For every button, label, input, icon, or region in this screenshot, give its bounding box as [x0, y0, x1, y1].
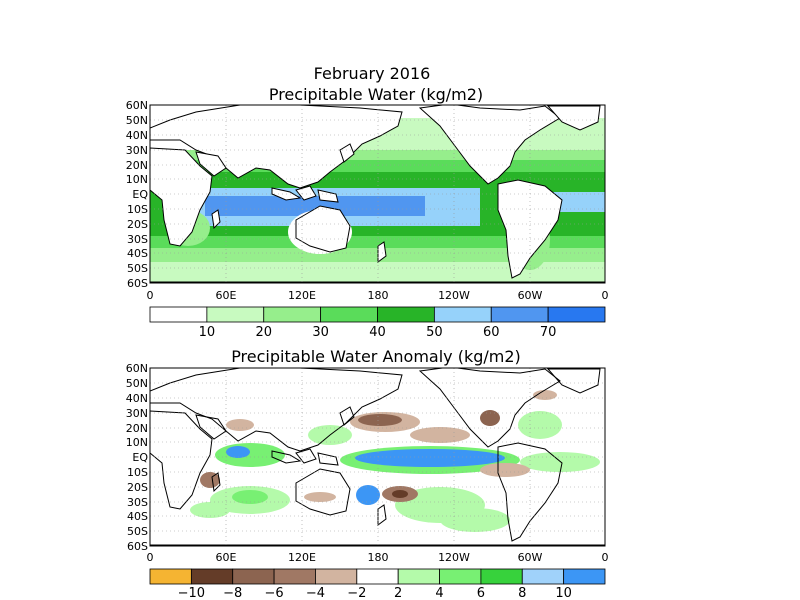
panel-1-field — [150, 105, 605, 283]
colorbar-swatch — [315, 568, 358, 585]
colorbar-swatch — [356, 568, 399, 585]
lon-label: 120W — [438, 551, 470, 564]
lat-label: 10N — [126, 173, 148, 186]
colorbar-label: −4 — [306, 586, 325, 600]
colorbar-label: 50 — [426, 325, 443, 340]
lat-label: 20N — [126, 159, 148, 172]
lon-label: 0 — [602, 289, 609, 302]
lat-label: 10S — [127, 203, 148, 216]
lat-label: 30N — [126, 144, 148, 157]
colorbar-label: 10 — [199, 325, 216, 340]
colorbar-label: −8 — [223, 586, 242, 600]
colorbar-swatch — [320, 306, 378, 323]
lon-label: 180 — [368, 289, 389, 302]
lat-label: 40N — [126, 129, 148, 142]
colorbar-swatch — [149, 306, 208, 323]
colorbar-swatch — [490, 306, 549, 323]
colorbar-label: 20 — [255, 325, 272, 340]
lon-label: 60W — [518, 551, 543, 564]
lat-label: 60N — [126, 362, 148, 375]
colorbar-swatch — [206, 306, 265, 323]
lat-label: 30S — [127, 233, 148, 246]
lon-label: 0 — [602, 551, 609, 564]
colorbar-label: 40 — [369, 325, 386, 340]
colorbar-swatch — [149, 568, 192, 585]
colorbar-swatch — [377, 306, 435, 323]
colorbar-swatch — [547, 306, 606, 323]
colorbar-swatch — [190, 568, 234, 585]
colorbar-label: 60 — [483, 325, 500, 340]
lat-label: 50S — [127, 262, 148, 275]
panel-2-field — [150, 368, 605, 546]
colorbar-swatch — [232, 568, 275, 585]
lat-label: 40S — [127, 510, 148, 523]
lat-label: 20N — [126, 422, 148, 435]
panel-1-lon-labels: 0 60E 120E 180 120W 60W 0 — [147, 289, 609, 302]
lat-label: 30N — [126, 407, 148, 420]
colorbar-swatch — [563, 568, 606, 585]
lat-label: 50N — [126, 114, 148, 127]
panel-2-map: 60N 50N 40N 30N 20N 10N EQ 10S 20S 30S 4… — [126, 362, 609, 564]
lon-label: 120E — [288, 289, 316, 302]
colorbar-label: −2 — [347, 586, 366, 600]
colorbar-label: 2 — [394, 586, 402, 600]
lat-label: 60N — [126, 99, 148, 112]
lat-label: 40S — [127, 247, 148, 260]
colorbar-swatch — [263, 306, 322, 323]
figure-title: February 2016 — [314, 64, 431, 83]
panel-1-lat-labels: 60N 50N 40N 30N 20N 10N EQ 10S 20S 30S 4… — [126, 99, 149, 290]
colorbar-swatch — [397, 568, 440, 585]
lat-label: 10S — [127, 466, 148, 479]
colorbar-label: 4 — [435, 586, 443, 600]
colorbar-label: −6 — [265, 586, 284, 600]
panel-2-lon-labels: 0 60E 120E 180 120W 60W 0 — [147, 551, 609, 564]
panel-2-title: Precipitable Water Anomaly (kg/m2) — [231, 347, 521, 366]
lat-label: EQ — [132, 188, 148, 201]
panel-1-map: 60N 50N 40N 30N 20N 10N EQ 10S 20S 30S 4… — [126, 99, 609, 302]
panel-1-title: Precipitable Water (kg/m2) — [269, 85, 483, 104]
colorbar-swatch — [521, 568, 565, 585]
lat-label: 20S — [127, 218, 148, 231]
lat-label: 50S — [127, 525, 148, 538]
colorbar-swatch — [433, 306, 492, 323]
panel-2-gridlines — [150, 368, 605, 546]
lon-label: 60W — [518, 289, 543, 302]
lon-label: 0 — [147, 289, 154, 302]
lat-label: 50N — [126, 377, 148, 390]
colorbar-swatch — [480, 568, 523, 585]
lat-label: 40N — [126, 392, 148, 405]
lon-label: 120E — [288, 551, 316, 564]
lat-label: 20S — [127, 481, 148, 494]
lat-label: 60S — [127, 277, 148, 290]
colorbar-swatch — [273, 568, 316, 585]
colorbar-total: 10 20 30 40 50 60 70 — [149, 306, 606, 340]
colorbar-label: 8 — [518, 586, 526, 600]
lon-label: 180 — [368, 551, 389, 564]
colorbar-label: 70 — [540, 325, 557, 340]
colorbar-label: 6 — [477, 586, 485, 600]
panel-2-lat-labels: 60N 50N 40N 30N 20N 10N EQ 10S 20S 30S 4… — [126, 362, 149, 553]
lat-label: 10N — [126, 436, 148, 449]
lon-label: 120W — [438, 289, 470, 302]
colorbar-label: 10 — [555, 586, 572, 600]
lon-label: 60E — [216, 289, 237, 302]
lon-label: 0 — [147, 551, 154, 564]
lat-label: EQ — [132, 451, 148, 464]
colorbar-anomaly: −10 −8 −6 −4 −2 2 4 6 8 10 — [149, 568, 606, 600]
lon-label: 60E — [216, 551, 237, 564]
colorbar-swatch — [439, 568, 482, 585]
colorbar-label: 30 — [312, 325, 329, 340]
colorbar-label: −10 — [178, 586, 205, 600]
lat-label: 30S — [127, 496, 148, 509]
panel-1-gridlines — [150, 105, 605, 283]
lat-label: 60S — [127, 540, 148, 553]
